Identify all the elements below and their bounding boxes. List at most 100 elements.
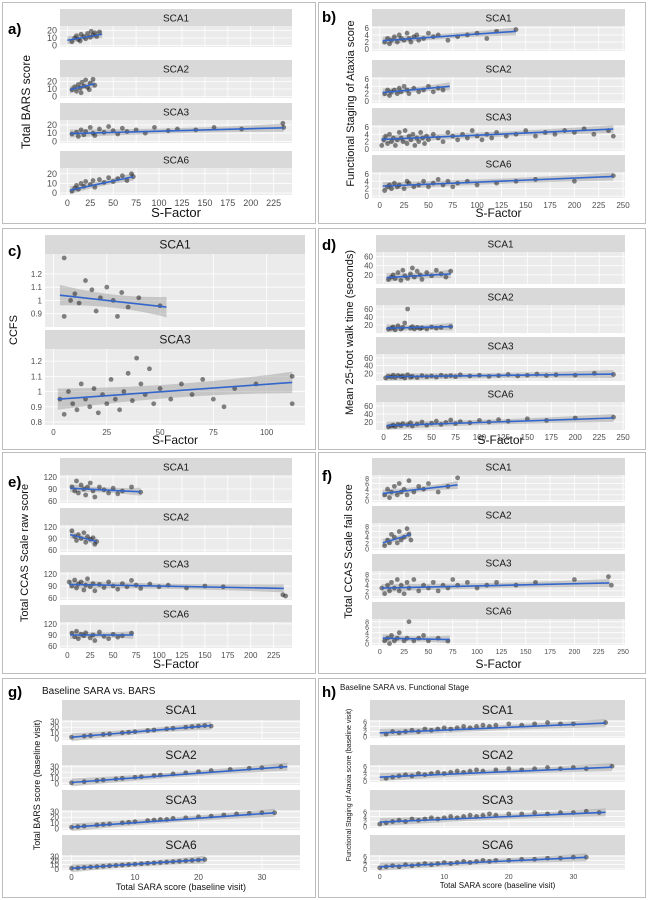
panel-1-facet-2-point bbox=[90, 76, 96, 82]
panel-6-facet-3-point bbox=[401, 591, 407, 597]
panel-8-facet-3-strip-label: SCA3 bbox=[482, 793, 514, 807]
panel-2-facet-3-point bbox=[379, 143, 385, 148]
panel-6-facet-1-point bbox=[416, 483, 422, 489]
panel-6-facet-3-y-tick-label: 6 bbox=[365, 578, 369, 585]
panel-3-facet-1-point bbox=[76, 300, 82, 306]
panel-8-facet-1-point bbox=[506, 721, 512, 727]
panel-1-facet-3-point bbox=[87, 124, 93, 130]
panel-3-facet-2-y-tick-label: 1 bbox=[38, 388, 43, 397]
panel-3-facet-2-y-tick-label: 1.2 bbox=[31, 357, 43, 366]
panel-5-facet-3-point bbox=[78, 579, 84, 585]
panel-5-x-tick-label: 225 bbox=[267, 651, 281, 660]
panel-5-panel-letter: e) bbox=[8, 474, 21, 491]
panel-8-facet-1-point bbox=[545, 720, 550, 725]
panel-5-x-tick-label: 50 bbox=[109, 651, 118, 660]
panel-1-facet-2-y-tick-label: 10 bbox=[47, 84, 57, 94]
panel-8-facet-1-y-tick-label: 4 bbox=[363, 724, 367, 731]
panel-2-facet-4-point bbox=[391, 180, 397, 186]
panel-2-facet-3-point bbox=[479, 137, 485, 143]
panel-6-facet-4-point bbox=[389, 633, 394, 638]
panel-2-facet-3-y-tick-label: 6 bbox=[365, 123, 370, 132]
panel-6-y-axis-label: Total CCAS Scale fail score bbox=[343, 484, 355, 619]
panel-7-subtitle: Baseline SARA vs. BARS bbox=[42, 686, 156, 697]
panel-3-facet-2-y-tick-label: 1.1 bbox=[31, 372, 43, 381]
panel-5-x-tick-label: 75 bbox=[132, 651, 141, 660]
panel-8-facet-4-y-tick-label: 6 bbox=[363, 854, 367, 861]
panel-2-x-tick-label: 175 bbox=[543, 201, 557, 210]
panel-8-facet-2-y-tick-label: 2 bbox=[363, 774, 367, 781]
panel-1-facet-1-strip-label: SCA1 bbox=[163, 14, 190, 25]
panel-2-facet-4-strip-label: SCA6 bbox=[485, 160, 512, 171]
panel-3-facet-1-point bbox=[115, 313, 120, 319]
panel-2-facet-3-point bbox=[455, 137, 461, 143]
panel-5-y-axis-label: Total CCAS Scale raw score bbox=[19, 484, 31, 622]
panel-3-facet-2-point bbox=[112, 396, 118, 402]
panel-2-facet-4-point bbox=[401, 186, 407, 192]
panel-6-facet-3-y-tick-label: 8 bbox=[365, 572, 369, 579]
panel-6-x-tick-label: 100 bbox=[471, 649, 483, 656]
panel-1-x-tick-label: 225 bbox=[266, 198, 281, 208]
panel-3-facet-2-point bbox=[134, 355, 140, 361]
panel-1-facet-4-point bbox=[124, 178, 130, 183]
panel-2-facet-3-point bbox=[418, 130, 424, 135]
panel-8-facet-3-point bbox=[448, 814, 454, 819]
panel-5-facet-1-y-tick-label: 90 bbox=[48, 485, 57, 494]
panel-7-x-axis-label: Total SARA score (baseline visit) bbox=[116, 882, 246, 892]
panel-1-facet-3-point bbox=[92, 133, 98, 139]
panel-8-facet-2-y-tick-label: 6 bbox=[363, 764, 367, 771]
panel-1-facet-2-y-tick-label: 0 bbox=[52, 92, 57, 102]
panel-7-facet-2-y-tick-label: 30 bbox=[50, 763, 59, 772]
panel-8-facet-3-y-tick-label: 0 bbox=[363, 825, 367, 832]
panel-3-facet-2-point bbox=[104, 401, 110, 407]
panel-8-facet-2-point bbox=[493, 767, 499, 773]
panel-4-x-tick-label: 100 bbox=[473, 433, 487, 442]
panel-4-panel-letter: d) bbox=[322, 237, 336, 254]
panel-3-facet-2-point bbox=[147, 366, 152, 372]
panel-3-facet-1-point bbox=[119, 290, 125, 295]
panel-3-x-tick-label: 0 bbox=[51, 428, 56, 437]
panel-6-facet-4-point bbox=[421, 633, 426, 638]
panel-7-facet-2-fit-line bbox=[71, 765, 288, 784]
panel-3-facet-2-point bbox=[87, 404, 93, 410]
panel-8-facet-3-y-tick-label: 2 bbox=[363, 820, 367, 827]
panel-5-facet-1-point bbox=[87, 480, 93, 486]
panel-1-facet-1-point bbox=[77, 38, 83, 44]
panel-6-facet-4-fit-line bbox=[382, 637, 450, 641]
panel-3-facet-2-point bbox=[117, 407, 122, 413]
panel-1-facet-2-y-tick-label: 20 bbox=[47, 77, 57, 87]
panel-1-facet-3-point bbox=[97, 126, 102, 132]
panel-1-facet-1-point bbox=[85, 31, 90, 36]
panel-6-facet-2-point bbox=[382, 543, 388, 549]
panel-5-facet-4-point bbox=[115, 634, 121, 640]
panel-1-x-tick-label: 50 bbox=[108, 198, 118, 208]
panel-3-facet-2-point bbox=[138, 381, 144, 387]
panel-frame-d bbox=[318, 228, 646, 450]
panel-6-facet-1-y-tick-label: 2 bbox=[365, 493, 369, 500]
panel-3-facet-2-point bbox=[189, 392, 195, 397]
panel-6-x-tick-label: 200 bbox=[569, 649, 581, 656]
panel-2-facet-4-y-tick-label: 4 bbox=[365, 177, 370, 186]
panel-4-facet-2-y-tick-label: 60 bbox=[364, 305, 373, 314]
panel-2-facet-2-point bbox=[416, 89, 422, 95]
panel-1-facet-3-point bbox=[119, 125, 125, 131]
panel-6-facet-1-point bbox=[404, 492, 410, 498]
panel-4-facet-3-y-tick-label: 60 bbox=[364, 354, 373, 363]
panel-3-facet-1-point bbox=[72, 291, 78, 297]
panel-2-facet-2-fit-line bbox=[382, 85, 450, 94]
panel-7-facet-4-y-tick-label: 10 bbox=[50, 861, 59, 870]
panel-8-facet-2-strip bbox=[370, 745, 625, 765]
panel-5-facet-3-y-tick-label: 60 bbox=[48, 594, 57, 603]
panel-6-facet-4-point bbox=[411, 638, 417, 644]
panel-7-facet-2-y-tick-label: 10 bbox=[50, 774, 59, 783]
panel-2-facet-2-point bbox=[406, 91, 412, 97]
panel-1-facet-2-point bbox=[79, 79, 85, 85]
panel-4-x-tick-label: 50 bbox=[427, 433, 436, 442]
panel-8-facet-1-y-tick-label: 6 bbox=[363, 719, 367, 726]
panel-8-x-tick-label: 0 bbox=[378, 874, 382, 881]
panel-4-facet-4-point bbox=[477, 418, 482, 423]
panel-2-facet-4-point bbox=[445, 178, 451, 184]
panel-6-facet-1-point bbox=[435, 489, 441, 495]
panel-3-facet-2-point bbox=[121, 389, 127, 394]
panel-3-facet-2-point bbox=[74, 407, 80, 413]
panel-6-facet-3-point bbox=[394, 577, 400, 582]
